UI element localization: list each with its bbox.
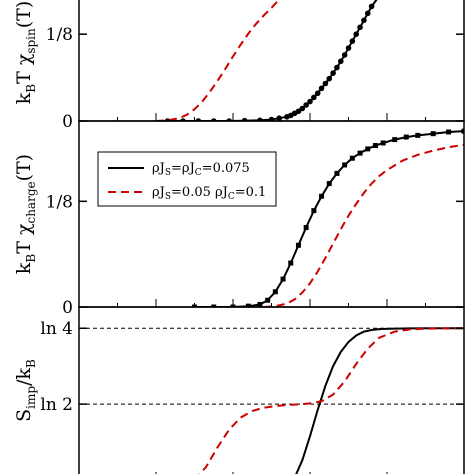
data-point — [276, 115, 282, 121]
data-point — [415, 132, 421, 138]
data-point — [368, 3, 375, 10]
series-line-1 — [167, 0, 378, 121]
y-axis-label: kBT χspin(T) — [13, 1, 38, 104]
panel-spin: 0 1/8 kBT χspin(T) — [13, 0, 465, 132]
data-point — [392, 137, 398, 143]
data-point — [365, 146, 371, 152]
data-point — [245, 303, 251, 307]
data-point — [257, 117, 263, 121]
y-tick-label: ln 2 — [40, 395, 73, 415]
legend: ρJS=ρJC=0.075 ρJS=0.05 ρJC=0.1 — [97, 151, 277, 207]
data-point — [322, 80, 329, 87]
data-point — [319, 193, 325, 199]
data-point — [364, 10, 371, 17]
plot-frame — [78, 0, 465, 122]
data-point — [338, 58, 344, 65]
data-point — [353, 31, 360, 37]
series-group — [192, 128, 464, 307]
data-point — [311, 94, 317, 101]
series-line-2 — [155, 0, 280, 121]
y-tick-label: 1/8 — [46, 192, 73, 212]
data-point — [303, 102, 309, 108]
data-point — [265, 297, 271, 303]
y-tick-label: 1/8 — [46, 25, 73, 45]
data-point — [288, 260, 294, 266]
plot-frame — [78, 120, 465, 308]
data-point — [314, 90, 321, 97]
data-point — [345, 45, 352, 51]
data-point — [372, 143, 378, 149]
series-line-1 — [295, 327, 464, 474]
data-point — [361, 17, 367, 24]
series-group — [198, 327, 464, 474]
y-axis-label: Simp/kB — [13, 359, 38, 422]
data-point — [357, 24, 363, 31]
panel-charge: 0 1/8 kBT χcharge(T) ρJS=ρJC=0.075 ρJS=0.05 … — [13, 120, 465, 318]
series-line-2 — [198, 327, 464, 474]
plot-frame — [78, 306, 465, 474]
data-point — [446, 129, 452, 135]
data-point — [311, 208, 317, 214]
data-point — [334, 64, 340, 71]
legend-box — [97, 151, 277, 207]
y-tick-label: ln 4 — [40, 319, 73, 339]
data-point — [295, 242, 301, 248]
data-point — [257, 301, 263, 307]
data-point — [334, 170, 340, 176]
y-tick-label: 0 — [62, 112, 73, 132]
data-point — [341, 52, 348, 58]
legend-entry: ρJS=ρJC=0.075 — [152, 161, 250, 178]
data-point — [349, 155, 355, 161]
data-point — [307, 98, 313, 105]
data-point — [342, 162, 348, 168]
data-point — [326, 75, 333, 82]
data-point — [430, 131, 436, 137]
legend-entry: ρJS=0.05 ρJC=0.1 — [152, 185, 266, 202]
data-point — [299, 105, 306, 112]
series-line-2 — [263, 143, 464, 307]
data-point — [280, 276, 286, 282]
data-point — [272, 289, 278, 295]
data-point — [349, 38, 356, 44]
series-group — [155, 0, 378, 121]
data-point — [326, 181, 332, 187]
data-point — [461, 128, 464, 134]
data-point — [318, 85, 325, 92]
y-axis-label: kBT χcharge(T) — [13, 154, 38, 274]
data-point — [295, 108, 302, 115]
data-point — [303, 225, 309, 231]
data-point — [403, 134, 409, 140]
y-tick-label: 0 — [62, 298, 73, 318]
data-point — [357, 150, 363, 156]
data-point — [380, 140, 386, 146]
data-point — [330, 70, 336, 76]
data-point — [241, 117, 248, 121]
data-point — [211, 304, 217, 307]
